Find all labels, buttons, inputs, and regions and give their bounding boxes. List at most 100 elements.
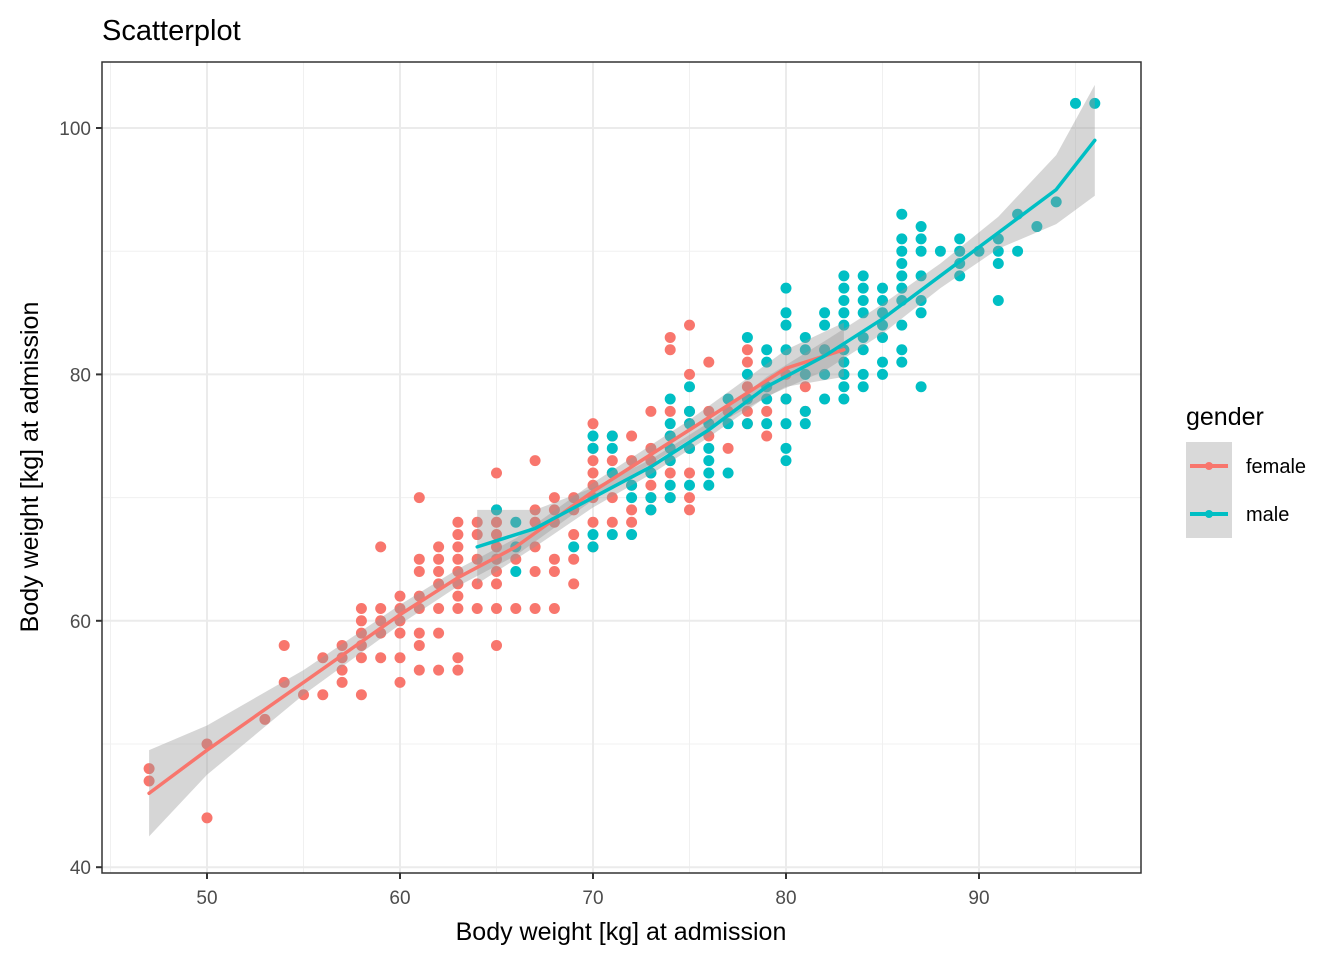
female-point xyxy=(471,602,483,614)
female-point xyxy=(491,529,502,541)
male-point xyxy=(645,492,657,504)
female-point xyxy=(548,492,560,504)
female-point xyxy=(761,405,773,417)
male-smooth-line xyxy=(475,138,1097,549)
male-point xyxy=(684,405,695,417)
female-point xyxy=(799,381,811,393)
female-point xyxy=(568,529,580,541)
female-point xyxy=(471,516,483,528)
female-point xyxy=(491,541,502,553)
male-point xyxy=(915,381,927,393)
male-point xyxy=(915,221,927,233)
female-point xyxy=(259,713,271,725)
female-point xyxy=(452,602,464,614)
male-point xyxy=(896,233,908,245)
legend-label-male: male xyxy=(1246,504,1289,526)
male-point xyxy=(703,455,715,467)
male-point xyxy=(857,381,869,393)
female-point xyxy=(587,516,599,528)
male-point xyxy=(838,356,850,368)
female-point xyxy=(510,553,522,565)
y-axis-title: Body weight [kg] at admission xyxy=(16,302,44,633)
male-point xyxy=(857,344,869,356)
male-point xyxy=(780,442,792,454)
male-point xyxy=(954,245,966,257)
male-point xyxy=(896,319,908,331)
male-point xyxy=(626,479,638,491)
female-point xyxy=(394,590,406,602)
y-tick-label: 80 xyxy=(70,365,91,386)
female-point xyxy=(355,615,367,627)
male-point xyxy=(992,258,1004,270)
male-point xyxy=(722,467,734,479)
female-point xyxy=(606,492,618,504)
female-point xyxy=(355,602,367,614)
male-point xyxy=(587,529,599,541)
female-point xyxy=(394,652,406,664)
male-point xyxy=(606,442,618,454)
male-point xyxy=(838,270,850,282)
male-point xyxy=(606,529,618,541)
male-point xyxy=(799,368,811,380)
male-point xyxy=(1050,196,1062,208)
female-smooth-line xyxy=(147,348,846,796)
plot-panel xyxy=(101,61,1142,874)
male-point xyxy=(780,393,792,405)
male-point xyxy=(761,418,773,430)
female-point xyxy=(471,553,483,565)
female-point xyxy=(568,578,580,590)
male-point xyxy=(838,294,850,306)
female-point xyxy=(278,639,290,651)
female-point xyxy=(548,504,560,516)
female-point xyxy=(413,492,425,504)
male-point xyxy=(664,479,676,491)
female-point xyxy=(375,541,387,553)
male-point xyxy=(838,393,850,405)
female-point xyxy=(452,652,464,664)
female-point xyxy=(201,812,213,824)
male-point xyxy=(896,356,908,368)
male-point xyxy=(819,319,831,331)
female-point xyxy=(645,479,657,491)
x-tick-label: 80 xyxy=(775,888,796,909)
male-point xyxy=(915,245,927,257)
male-point xyxy=(799,418,811,430)
female-point xyxy=(336,664,348,676)
x-tick-label: 90 xyxy=(968,888,989,909)
female-point xyxy=(664,331,676,343)
y-axis: 40 60 80 100 xyxy=(59,119,102,879)
male-point xyxy=(722,418,734,430)
male-point xyxy=(780,418,792,430)
male-point xyxy=(896,208,908,220)
female-point xyxy=(375,652,387,664)
male-point xyxy=(934,245,946,257)
male-point xyxy=(877,294,888,306)
male-point xyxy=(780,282,792,294)
male-point xyxy=(761,356,773,368)
female-point xyxy=(587,455,599,467)
female-point xyxy=(761,430,773,442)
female-point xyxy=(684,492,695,504)
female-point xyxy=(491,516,502,528)
female-point xyxy=(143,763,155,775)
female-point xyxy=(452,590,464,602)
female-point xyxy=(645,405,657,417)
female-point xyxy=(684,467,695,479)
male-point xyxy=(664,393,676,405)
male-point xyxy=(896,270,908,282)
legend-key-point xyxy=(1205,462,1213,470)
male-point xyxy=(1070,97,1081,109)
female-point xyxy=(298,689,309,701)
male-point xyxy=(1012,245,1024,257)
male-point xyxy=(992,294,1004,306)
male-point xyxy=(645,504,657,516)
female-point xyxy=(491,602,502,614)
male-point xyxy=(857,307,869,319)
male-point xyxy=(838,368,850,380)
male-point xyxy=(838,381,850,393)
y-tick-label: 100 xyxy=(59,119,91,140)
female-point xyxy=(664,405,676,417)
male-point xyxy=(491,504,502,516)
female-point xyxy=(433,627,445,639)
x-tick-label: 70 xyxy=(582,888,603,909)
